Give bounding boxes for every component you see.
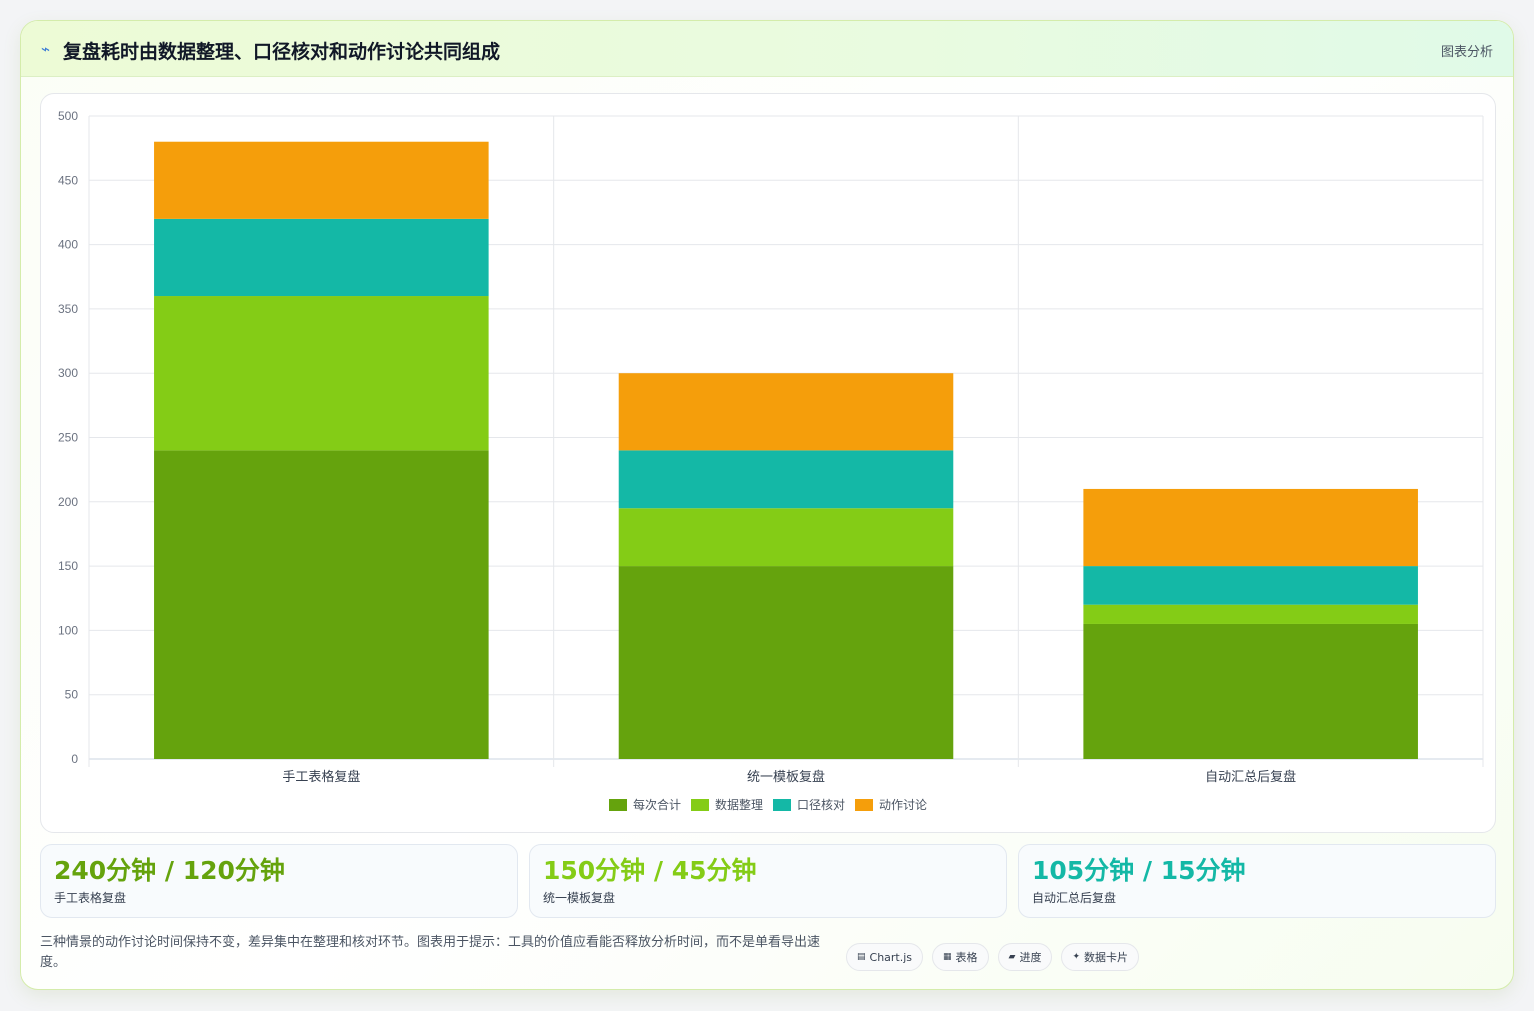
legend-item[interactable]: 动作讨论 [855,796,927,813]
legend-label: 口径核对 [797,798,846,812]
bar-segment[interactable] [1083,623,1418,759]
legend-swatch [608,798,627,811]
legend-swatch [773,798,791,811]
feature-chip[interactable]: ▤ Chart.js [846,943,924,971]
x-tick-label: 统一模板复盘 [747,769,825,785]
footer-note: 三种情景的动作讨论时间保持不变，差异集中在整理和核对环节。图表用于提示：工具的价… [40,935,821,970]
x-tick-label: 手工表格复盘 [282,769,360,785]
bar-segment[interactable] [1083,566,1418,605]
legend-item[interactable]: 口径核对 [773,796,845,813]
bar-segment[interactable] [154,450,489,759]
bar-segment[interactable] [1083,604,1418,624]
stat-card: 105分钟 / 15分钟自动汇总后复盘 [1018,844,1496,918]
y-tick-label: 250 [58,431,78,445]
bar-segment[interactable] [1083,488,1418,567]
chart-title: 复盘耗时由数据整理、口径核对和动作讨论共同组成 [63,41,501,63]
stat-value: 240分钟 / 120分钟 [54,856,285,885]
feature-chip[interactable]: ▰ 进度 [997,943,1053,971]
chart-analysis-tag: 图表分析 [1440,45,1493,60]
y-tick-label: 400 [58,238,78,252]
y-tick-label: 500 [58,109,78,123]
y-tick-label: 300 [58,366,78,380]
bar-segment[interactable] [618,450,954,509]
bar-segment[interactable] [618,508,954,567]
trend-line-icon: ⌁ [41,40,51,58]
bar-segment[interactable] [154,141,489,219]
chart-legend: 每次合计 数据整理 口径核对 动作讨论 [41,796,1495,813]
legend-label: 每次合计 [632,798,681,812]
legend-label: 数据整理 [714,798,763,812]
bar-segment[interactable] [154,218,489,297]
chip-label: 数据卡片 [1084,951,1129,964]
chip-label: 进度 [1019,951,1042,964]
stat-label: 自动汇总后复盘 [1032,891,1117,905]
legend-item[interactable]: 每次合计 [608,796,681,813]
bar-segment[interactable] [154,296,489,451]
stat-card: 150分钟 / 45分钟统一模板复盘 [529,844,1007,918]
stat-value: 150分钟 / 45分钟 [543,856,757,885]
y-tick-label: 350 [58,302,78,316]
chip-label: 表格 [955,951,978,964]
legend-swatch [855,798,874,811]
stat-label: 手工表格复盘 [54,891,127,905]
y-tick-label: 150 [58,559,78,573]
bar-segment[interactable] [618,373,954,451]
stat-value: 105分钟 / 15分钟 [1032,856,1246,885]
stacked-bar-chart: 0 50 100 150 200 250 300 350 400 450 500 手工表格复盘 统一模板… [58,109,1484,785]
y-tick-label: 0 [71,752,78,766]
x-tick-label: 自动汇总后复盘 [1205,769,1296,785]
chip-icon: ✦ [1072,952,1081,962]
bar-segment[interactable] [618,566,954,759]
chip-icon: ▤ [857,952,866,962]
legend-label: 动作讨论 [879,798,928,812]
chart-panel: 0 50 100 150 200 250 300 350 400 450 500 手工表格复盘 统一模板… [40,93,1496,833]
chip-icon: ▰ [1008,952,1016,962]
y-tick-label: 200 [58,495,78,509]
chart-card: ⌁ 复盘耗时由数据整理、口径核对和动作讨论共同组成 图表分析 0 50 100 150… [20,20,1514,990]
card-header: ⌁ 复盘耗时由数据整理、口径核对和动作讨论共同组成 图表分析 [21,21,1513,77]
feature-chip[interactable]: ▦ 表格 [932,943,989,971]
stat-label: 统一模板复盘 [543,891,616,905]
y-tick-label: 100 [58,623,78,637]
feature-chips: ▤ Chart.js ▦ 表格 ▰ 进度 ✦ 数据卡片 [846,943,1140,971]
y-tick-label: 450 [58,173,78,187]
chip-label: Chart.js [869,950,913,964]
feature-chip[interactable]: ✦ 数据卡片 [1061,943,1140,971]
stat-card: 240分钟 / 120分钟手工表格复盘 [40,844,518,918]
chip-icon: ▦ [943,952,952,962]
stats-row: 240分钟 / 120分钟 手工表格复盘 150分钟 / 45分钟 统一模板复盘 105… [40,844,1496,918]
legend-item[interactable]: 数据整理 [690,796,763,813]
y-tick-label: 50 [65,688,79,702]
legend-swatch [690,798,709,811]
